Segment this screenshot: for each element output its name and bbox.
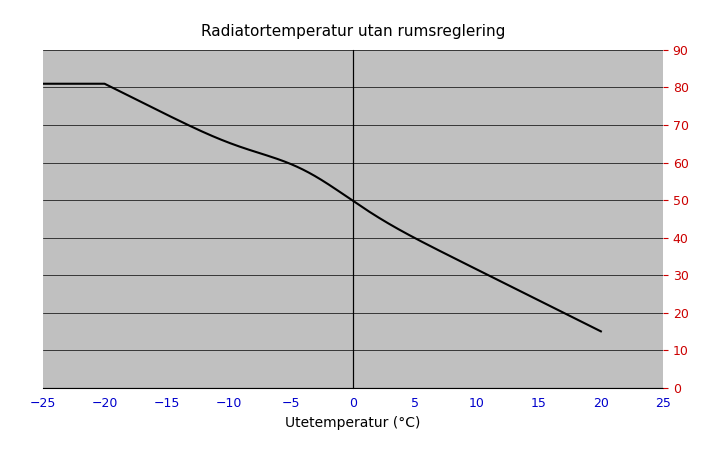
- X-axis label: Utetemperatur (°C): Utetemperatur (°C): [285, 416, 421, 430]
- Title: Radiatortemperatur utan rumsreglering: Radiatortemperatur utan rumsreglering: [200, 24, 505, 39]
